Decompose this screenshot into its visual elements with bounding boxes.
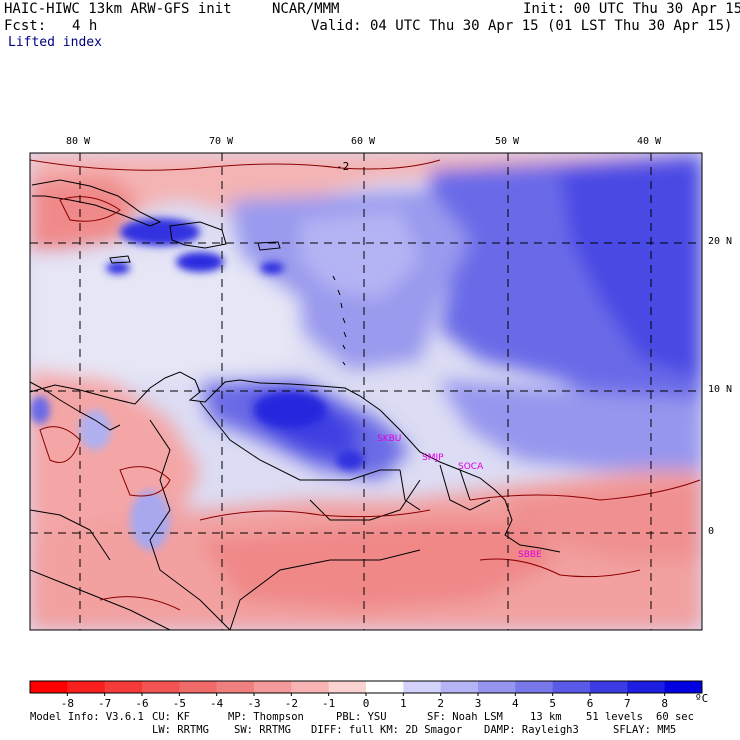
colorbar-label: -2 <box>285 697 298 710</box>
model-title: HAIC-HIWC 13km ARW-GFS init <box>4 1 232 17</box>
colorbar-swatch <box>515 681 554 693</box>
colorbar-swatch <box>254 681 292 693</box>
station-label: SMJP <box>422 453 444 463</box>
colorbar-label: 8 <box>661 697 668 710</box>
lat-label: 20 N <box>708 236 733 247</box>
colorbar-swatch <box>179 681 218 693</box>
colorbar-label: 0 <box>363 697 370 710</box>
footer-mp: MP: Thompson <box>228 711 304 723</box>
footer-km: KM: 2D Smagor <box>380 724 463 736</box>
contour-lines <box>30 159 701 611</box>
colorbar-label: -8 <box>61 697 74 710</box>
colorbar-label: 6 <box>587 697 594 710</box>
colorbar-label: 4 <box>512 697 519 710</box>
footer-cu: CU: KF <box>152 711 190 723</box>
footer-sf: SF: Noah LSM <box>427 711 503 723</box>
colorbar-swatch <box>328 681 367 693</box>
colorbar-swatch <box>478 681 516 693</box>
colorbar-swatch <box>142 681 180 693</box>
forecast-label: Fcst: <box>4 18 47 34</box>
colorbar-label: -3 <box>247 697 260 710</box>
forecast-hour: 4 h <box>72 18 98 34</box>
footer-lw: LW: RRTMG <box>152 724 209 736</box>
colorbar-label: -4 <box>210 697 224 710</box>
colorbar-label: 3 <box>475 697 482 710</box>
colorbar-swatch <box>590 681 628 693</box>
station-label: SOCA <box>458 462 484 472</box>
footer-sflay: SFLAY: MM5 <box>613 724 677 736</box>
footer-levels: 51 levels <box>586 711 643 723</box>
station-label: SKBU <box>377 434 401 444</box>
colorbar-unit: ºC <box>695 692 709 705</box>
colorbar-label: -7 <box>98 697 111 710</box>
colorbar-swatch <box>403 681 442 693</box>
colorbar-label: 2 <box>437 697 444 710</box>
org-label: NCAR/MMM <box>272 1 340 17</box>
lat-lon-grid <box>30 153 702 630</box>
colorbar-swatch <box>291 681 330 693</box>
map-frame <box>29 152 703 631</box>
colorbar-label: 5 <box>549 697 556 710</box>
colorbar-label: 7 <box>624 697 631 710</box>
lon-label: 70 W <box>209 136 234 147</box>
field-name: Lifted index <box>8 35 102 50</box>
footer-resolution: 13 km <box>530 711 562 723</box>
lon-label: 50 W <box>495 136 520 147</box>
colorbar: -8 -7 -6 -5 -4 -3 -2 -1 0 1 2 3 4 5 6 7 8 <box>29 680 703 710</box>
colorbar-swatch <box>30 681 68 693</box>
colorbar-label: 1 <box>400 697 407 710</box>
colorbar-swatch <box>440 681 479 693</box>
footer-damp: DAMP: Rayleigh3 <box>484 724 579 736</box>
colorbar-label: -5 <box>173 697 186 710</box>
contour-label: -2 <box>336 160 349 173</box>
init-time: Init: 00 UTC Thu 30 Apr 15 <box>523 1 740 17</box>
lat-label: 10 N <box>708 384 733 395</box>
shaded-field <box>30 153 702 630</box>
footer-model-info: Model Info: V3.6.1 <box>30 711 144 723</box>
footer-timestep: 60 sec <box>656 711 694 723</box>
colorbar-swatch <box>366 681 404 693</box>
colorbar-swatch <box>104 681 143 693</box>
lon-label: 60 W <box>351 136 376 147</box>
lon-label: 80 W <box>66 136 91 147</box>
colorbar-label: -6 <box>135 697 148 710</box>
valid-time: Valid: 04 UTC Thu 30 Apr 15 (01 LST Thu … <box>311 18 733 34</box>
lat-label: 0 <box>708 526 715 537</box>
colorbar-swatch <box>216 681 255 693</box>
footer-sw: SW: RRTMG <box>234 724 291 736</box>
colorbar-label: -1 <box>322 697 335 710</box>
footer-diff: DIFF: full <box>311 724 375 736</box>
footer-pbl: PBL: YSU <box>336 711 387 723</box>
station-label: SBBE <box>518 550 542 560</box>
colorbar-swatch <box>664 681 703 693</box>
colorbar-swatch <box>552 681 591 693</box>
lon-label: 40 W <box>637 136 662 147</box>
station-labels: SKBU SMJP SOCA SBBE <box>377 434 542 560</box>
colorbar-swatch <box>67 681 106 693</box>
colorbar-swatch <box>627 681 666 693</box>
